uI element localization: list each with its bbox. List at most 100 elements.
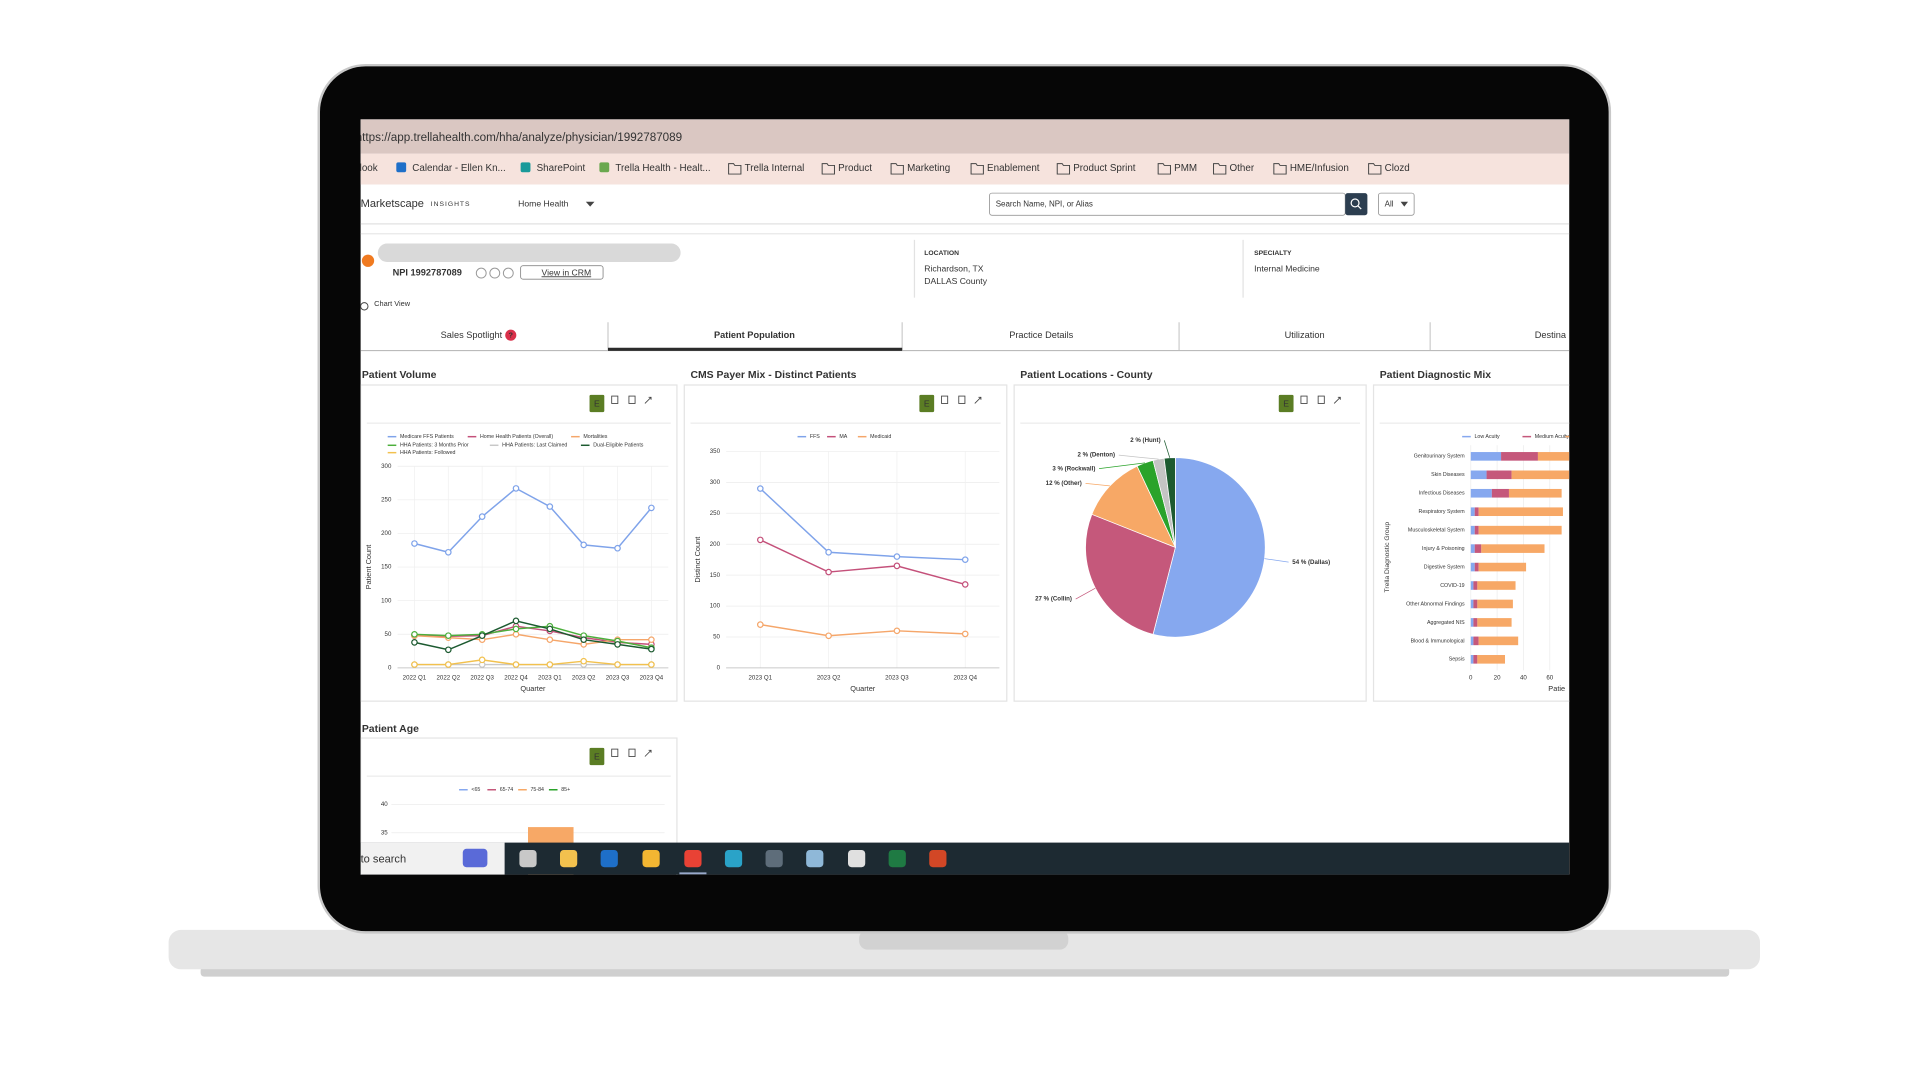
taskbar-icon[interactable] [560,849,578,868]
panel-icon[interactable] [611,395,619,404]
chart-view-label: Chart View [374,299,411,308]
y-tick-label: 150 [710,572,721,579]
y-tick-label: Skin Diseases [1431,472,1465,478]
tab[interactable]: Patient Population [714,330,795,340]
taskbar-icon[interactable] [519,849,537,868]
chart-panel: Patient Volume E [360,370,678,702]
tab[interactable]: Destina [1535,330,1567,340]
panel-icon[interactable] [958,395,966,404]
y-tick-label: 250 [381,496,392,503]
search-icon [1357,205,1362,210]
bookmark[interactable]: Trella Internal [745,163,805,174]
x-axis-label: Patie [1548,684,1565,693]
crm-button[interactable] [520,265,604,280]
data-point [648,661,655,668]
panel-icon[interactable] [1317,395,1325,404]
data-point [478,513,486,520]
data-point [411,630,418,638]
panel-icon[interactable] [628,395,636,404]
x-tick-label: 40 [1520,674,1527,681]
y-tick-label: Sepsis [1449,657,1465,663]
data-point [614,641,621,648]
action-icon[interactable] [489,267,501,279]
taskbar-icon[interactable] [600,849,618,868]
data-point [580,541,588,549]
taskbar-icon[interactable] [462,848,488,868]
search-button[interactable] [1345,193,1368,216]
action-icon[interactable] [475,267,487,279]
bar-segment [1473,581,1478,590]
taskbar-icon[interactable] [765,849,783,868]
name-redacted [377,243,681,263]
panel-icon[interactable] [628,748,636,757]
taskbar-search-text: to search [361,854,407,866]
bookmark[interactable]: PMM [1174,163,1197,174]
taskbar-icon[interactable] [848,849,866,868]
data-point [546,661,554,668]
bookmark[interactable]: SharePoint [537,163,586,174]
legend-label: Medicare FFS Patients [400,434,454,440]
panel-icon[interactable] [611,748,619,757]
stacked-bar-chart: 0 20 40 60 Patie Trella Diagnostic Group Low A… [1384,434,1570,693]
bookmark[interactable]: Trella Health - Healt... [615,163,710,174]
x-axis-label: Quarter [520,684,546,693]
taskbar-icon[interactable] [929,849,947,868]
tab[interactable]: Sales Spotlight [441,330,503,340]
bookmark[interactable]: Enablement [987,163,1040,174]
tab[interactable]: Utilization [1285,330,1325,340]
panel-icon[interactable] [941,395,949,404]
panel-frame [683,384,1008,702]
taskbar-icon[interactable] [888,849,906,868]
bookmark[interactable]: HME/Infusion [1290,163,1349,174]
bar-segment [1470,470,1487,480]
tab[interactable]: Practice Details [1009,330,1073,340]
expand-icon[interactable] [974,396,982,404]
bookmark[interactable]: Calendar - Ellen Kn... [412,163,505,174]
data-point [512,485,520,492]
chart-view-toggle[interactable] [360,302,369,311]
taskbar-icon[interactable] [724,849,743,868]
y-axis-label: Distinct Count [693,537,702,583]
action-icon[interactable] [502,267,514,279]
y-tick-label: Respiratory System [1419,509,1466,515]
data-point [648,645,655,653]
data-label: 27 % (Collin) [1035,596,1072,603]
taskbar-icon[interactable] [642,849,660,868]
folder-icon [1273,163,1287,175]
panel-icon[interactable] [1300,395,1308,404]
export-button[interactable] [589,394,605,413]
export-button[interactable] [589,747,605,766]
expand-icon[interactable] [1333,396,1341,404]
bookmark[interactable]: Other [1230,163,1255,174]
bar-segment [1474,507,1479,517]
export-button[interactable] [1278,394,1294,413]
y-tick-label: 100 [710,603,721,610]
bar-segment [1470,507,1475,517]
data-point [893,627,901,635]
export-button[interactable] [919,394,935,413]
x-tick-label: 2023 Q4 [953,674,977,681]
expand-icon[interactable] [644,396,652,404]
y-axis-label: Trella Diagnostic Group [1384,522,1391,593]
bar-segment [1473,636,1479,646]
taskbar-icon[interactable] [806,849,824,868]
data-point [756,621,764,628]
bookmark[interactable]: Product Sprint [1073,163,1136,174]
bookmark[interactable]: Product [838,163,872,174]
x-tick-label: 2022 Q4 [504,674,528,681]
taskbar-icon[interactable] [684,849,702,868]
expand-icon[interactable] [644,749,652,757]
bar-segment [1478,562,1527,572]
bookmark[interactable]: Clozd [1385,163,1410,174]
filter-select[interactable] [1378,192,1415,216]
bar-segment [1478,507,1563,517]
x-tick-label: 60 [1546,674,1553,681]
data-point [546,503,554,510]
search-placeholder: Search Name, NPI, or Alias [996,199,1093,208]
bookmark[interactable]: Marketing [907,163,950,174]
leader-line [1085,483,1110,487]
data-point [512,625,520,633]
product-select[interactable] [510,194,605,215]
bookmark[interactable]: tlook [357,163,378,174]
bar-segment [1470,525,1475,535]
